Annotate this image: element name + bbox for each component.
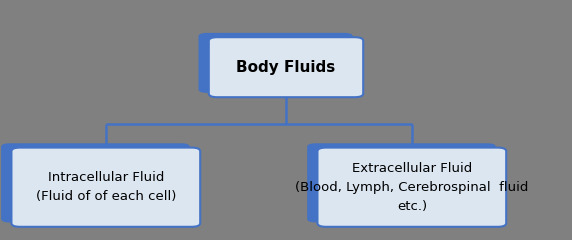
Text: Intracellular Fluid
(Fluid of of each cell): Intracellular Fluid (Fluid of of each ce… <box>35 171 176 203</box>
FancyBboxPatch shape <box>198 33 353 93</box>
Text: Body Fluids: Body Fluids <box>236 60 336 75</box>
FancyBboxPatch shape <box>317 148 506 227</box>
FancyBboxPatch shape <box>307 143 496 222</box>
FancyBboxPatch shape <box>1 143 190 222</box>
FancyBboxPatch shape <box>11 148 200 227</box>
Text: Extracellular Fluid
(Blood, Lymph, Cerebrospinal  fluid
etc.): Extracellular Fluid (Blood, Lymph, Cereb… <box>295 162 529 213</box>
FancyBboxPatch shape <box>209 37 363 97</box>
